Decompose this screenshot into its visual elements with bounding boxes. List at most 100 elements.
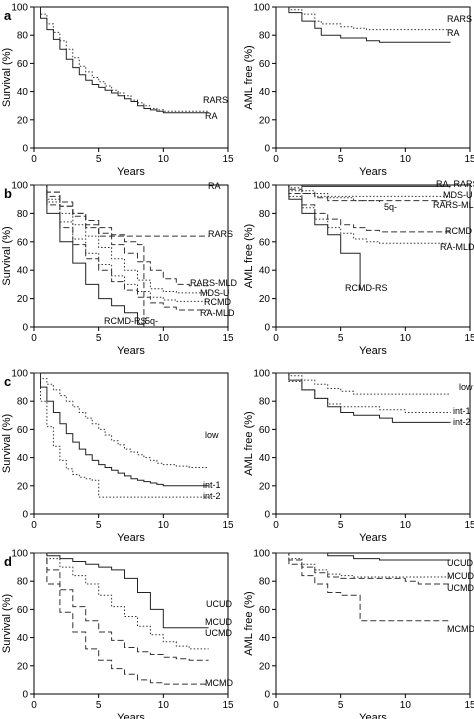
y-tick-label: 80 [259, 31, 271, 42]
series-line-int-1 [34, 372, 209, 487]
series-line-low [276, 372, 451, 395]
x-tick-label: 10 [158, 700, 170, 711]
x-tick-label: 0 [273, 520, 279, 531]
series-label-ra: RA [205, 111, 218, 121]
y-tick-label: 20 [17, 481, 29, 492]
y-tick-label: 20 [17, 661, 29, 672]
y-tick-label: 100 [11, 181, 28, 192]
series-label-rcmd-rs: RCMD-RS [104, 316, 147, 326]
x-tick-label: 5 [96, 520, 102, 531]
series-line-rars [276, 6, 451, 31]
y-tick-label: 60 [17, 605, 29, 616]
x-tick-label: 15 [222, 154, 234, 165]
x-tick-label: 10 [158, 520, 170, 531]
y-tick-label: 80 [259, 397, 271, 408]
chart-a-right: 0 5 10 15 0 20 40 60 80 100 Years AML free (%) RARS R… [243, 3, 474, 179]
series-label-rcmd: RCMD [445, 226, 472, 236]
y-tick-label: 100 [11, 549, 28, 560]
x-tick-label: 10 [400, 154, 412, 165]
plot-frame [275, 552, 471, 695]
x-tick-label: 5 [338, 333, 344, 344]
x-axis-label: Years [359, 345, 387, 357]
y-tick-label: 40 [17, 87, 29, 98]
series-label-rars-mld: RARS-MLD [433, 200, 474, 210]
x-tick-label: 0 [31, 154, 37, 165]
y-axis-label: AML free (%) [243, 591, 255, 655]
y-axis-label: AML free (%) [243, 45, 255, 109]
series-label-mcud: MCUD [447, 571, 474, 581]
chart-b-left: 0 5 10 15 0 20 40 60 80 100 Years Survival (%) RA RAR… [1, 181, 238, 358]
series-line-mcud [34, 552, 209, 650]
series-line-ucud [276, 552, 451, 561]
x-axis-label: Years [359, 712, 387, 719]
x-tick-label: 15 [464, 520, 474, 531]
series-label-mds-u: MDS-U [200, 288, 230, 298]
x-tick-label: 10 [400, 700, 412, 711]
y-tick-label: 0 [22, 144, 28, 155]
x-tick-label: 0 [273, 333, 279, 344]
y-tick-label: 100 [253, 549, 270, 560]
panel-letter-d: d [4, 554, 12, 569]
y-tick-label: 60 [259, 237, 271, 248]
x-tick-label: 0 [31, 700, 37, 711]
series-label-rars-mld: RARS-MLD [190, 278, 238, 288]
x-tick-label: 15 [222, 333, 234, 344]
y-tick-label: 40 [259, 453, 271, 464]
y-tick-label: 20 [259, 294, 271, 305]
x-tick-label: 0 [31, 333, 37, 344]
chart-a-left: 0 5 10 15 0 20 40 60 80 100 Years Survival (%) RARS R… [1, 3, 234, 179]
x-tick-label: 10 [158, 154, 170, 165]
series-label-rars: RARS [447, 14, 472, 24]
y-axis-label: Survival (%) [1, 48, 13, 107]
series-label-5q: 5q- [384, 202, 397, 212]
series-line-mcmd [276, 552, 451, 622]
y-tick-label: 100 [11, 3, 28, 14]
series-line-int-2 [276, 372, 451, 423]
y-tick-label: 60 [259, 59, 271, 70]
x-tick-label: 0 [31, 520, 37, 531]
chart-c-right: 0 5 10 15 0 20 40 60 80 100 Years AML free (%) low in… [243, 369, 474, 545]
y-tick-label: 100 [11, 369, 28, 380]
y-axis-label: AML free (%) [243, 224, 255, 288]
series-label-mds-u: MDS-U [443, 190, 473, 200]
y-tick-label: 60 [17, 237, 29, 248]
series-label-ra: RA [208, 181, 221, 191]
x-axis-label: Years [117, 532, 145, 544]
x-tick-label: 15 [464, 700, 474, 711]
y-tick-label: 100 [253, 369, 270, 380]
series-label-ucud: UCUD [206, 599, 232, 609]
series-label-ucmd: UCMD [205, 628, 232, 638]
series-label-rcmd: RCMD [204, 297, 231, 307]
series-label-mcmd: MCMD [205, 678, 233, 688]
series-line-rars-mld [276, 184, 451, 202]
series-line-ucmd [34, 552, 209, 661]
x-tick-label: 5 [338, 154, 344, 165]
series-label-ucud: UCUD [447, 558, 473, 568]
y-tick-label: 60 [259, 605, 271, 616]
y-tick-label: 40 [259, 87, 271, 98]
series-line-5q [276, 184, 380, 202]
y-tick-label: 0 [22, 510, 28, 521]
x-axis-label: Years [117, 712, 145, 719]
x-tick-label: 15 [464, 154, 474, 165]
plot-frame [275, 372, 471, 515]
plot-frame [275, 6, 471, 149]
series-line-rcmd-rs [34, 184, 145, 327]
y-tick-label: 0 [264, 510, 270, 521]
chart-c-left: 0 5 10 15 0 20 40 60 80 100 Years Survival (%) low in… [1, 369, 234, 545]
x-tick-label: 5 [96, 700, 102, 711]
series-label-low: low [205, 430, 219, 440]
x-axis-label: Years [359, 166, 387, 178]
plot-frame [33, 372, 229, 515]
y-tick-label: 80 [17, 31, 29, 42]
y-tick-label: 40 [17, 633, 29, 644]
x-tick-label: 15 [222, 700, 234, 711]
x-tick-label: 0 [273, 154, 279, 165]
series-line-ra-mld [34, 184, 209, 311]
series-label-int-2: int-2 [203, 491, 221, 501]
y-tick-label: 60 [17, 59, 29, 70]
series-label-mcud: MCUD [205, 617, 232, 627]
series-line-int-2 [34, 372, 209, 498]
series-label-5q: 5q- [145, 316, 158, 326]
